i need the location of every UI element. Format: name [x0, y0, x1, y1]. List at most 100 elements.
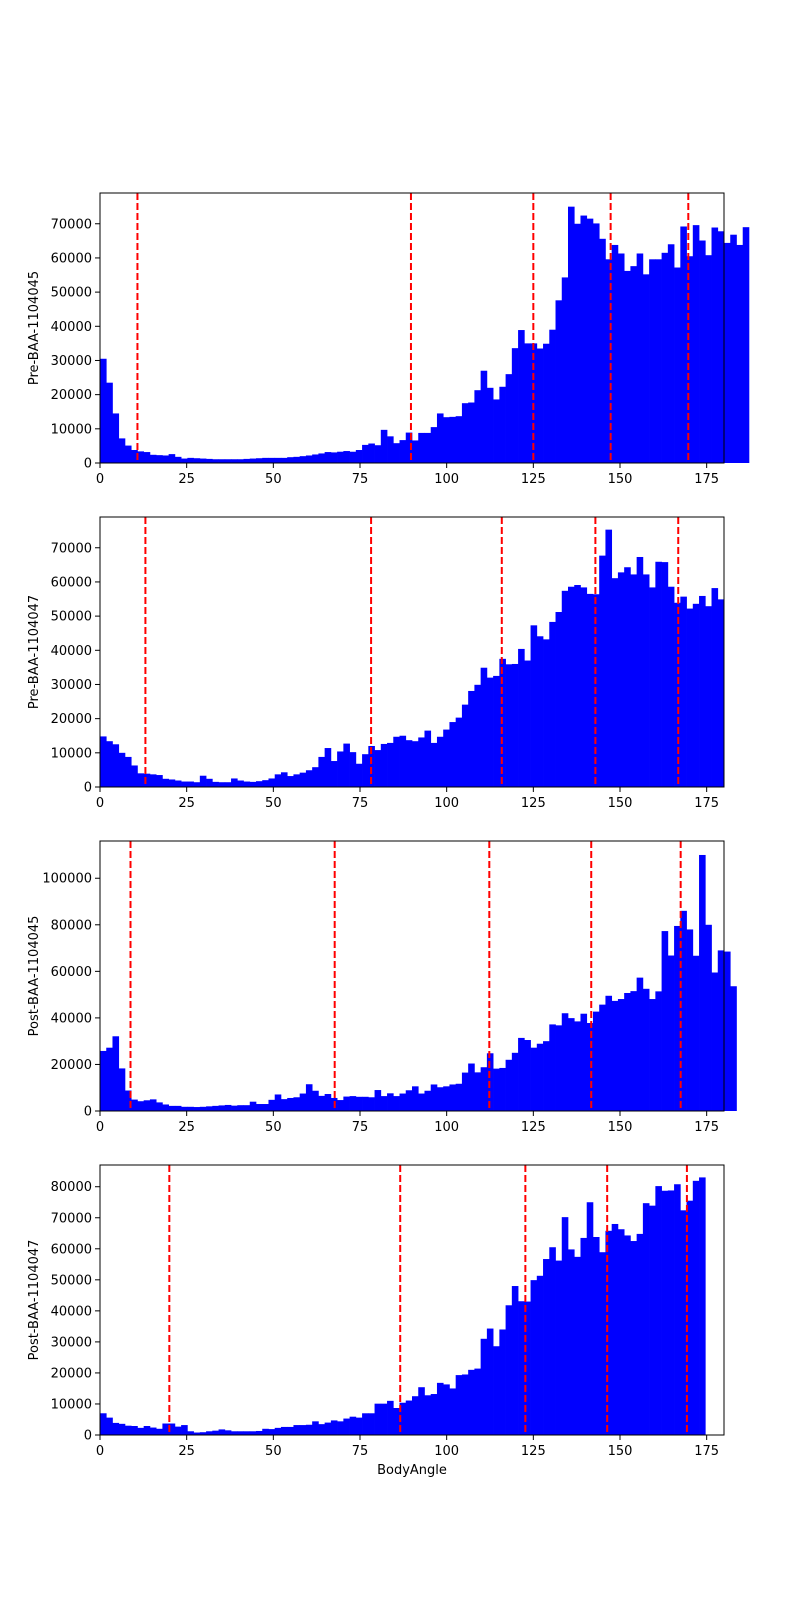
histogram-bar [611, 244, 619, 463]
y-tick-label: 0 [84, 781, 92, 796]
histogram-bar [405, 1090, 413, 1111]
histogram-bar [181, 1425, 188, 1435]
histogram-bar [243, 1105, 251, 1111]
plot-frame [99, 840, 725, 1112]
histogram-bar [655, 991, 662, 1111]
histogram-bar [106, 1047, 113, 1111]
histogram-bar [724, 242, 731, 463]
y-tick-label: 10000 [51, 422, 92, 437]
histogram-bar [543, 639, 550, 787]
histogram-bar [299, 1093, 307, 1111]
histogram-bar [312, 454, 319, 463]
histogram-bar [412, 741, 419, 787]
histogram-bar [206, 778, 213, 787]
histogram-bar [187, 457, 194, 463]
histogram-bar [611, 1223, 619, 1435]
histogram-bar [118, 438, 126, 463]
histogram-bar [574, 1256, 581, 1435]
histogram-bar [368, 745, 375, 787]
histogram-bar [168, 779, 176, 787]
histogram-bar [630, 991, 637, 1111]
histogram-bar [412, 1396, 419, 1435]
histogram-bar [468, 1369, 475, 1435]
histogram-bar [667, 1190, 675, 1435]
histogram-bar [630, 574, 637, 787]
histogram-bar [443, 1086, 450, 1111]
histogram-bar [212, 1105, 219, 1111]
histogram-bar [293, 456, 301, 463]
histogram-bar [268, 778, 276, 787]
y-tick-label: 40000 [51, 644, 92, 659]
x-tick-label: 150 [608, 1444, 633, 1459]
histogram-panel-2: 0 25 50 75 100 125 150 175 0 10000 20000 30000 40000… [27, 516, 725, 811]
y-tick-label: 70000 [51, 217, 92, 232]
histogram-bar [100, 358, 107, 463]
histogram-bar [168, 454, 176, 463]
histogram-bar [293, 774, 301, 787]
histogram-bar [312, 1421, 319, 1435]
histogram-bar [568, 1018, 575, 1111]
y-axis-label: Pre-BAA-1104047 [27, 595, 42, 709]
histogram-bar [674, 925, 681, 1111]
histogram-bar [699, 854, 706, 1111]
y-tick-label: 40000 [51, 1011, 92, 1026]
histogram-bar [380, 1403, 388, 1435]
histogram-bar [174, 780, 182, 787]
y-tick-label: 20000 [51, 712, 92, 727]
histogram-bar [436, 413, 444, 463]
histogram-bar [455, 1375, 463, 1435]
histogram-bar [505, 664, 513, 787]
histogram-bar [474, 1368, 481, 1435]
x-tick-label: 50 [265, 472, 282, 487]
histogram-bar [617, 999, 625, 1111]
histogram-bar [549, 1024, 556, 1111]
bars [100, 529, 725, 787]
x-tick-label: 25 [178, 796, 195, 811]
x-tick-label: 175 [694, 1120, 719, 1135]
histogram-bar [430, 427, 438, 463]
histogram-bar [312, 1090, 319, 1111]
histogram-bar [530, 1047, 538, 1111]
histogram-bar [586, 218, 594, 463]
histogram-bar [543, 1041, 550, 1111]
histogram-bar [237, 780, 244, 787]
plot-frame [99, 192, 725, 464]
histogram-bar [100, 1050, 107, 1111]
histogram-bar [455, 1083, 463, 1111]
histogram-bar [561, 590, 569, 787]
histogram-bar [605, 1230, 613, 1435]
histogram-bar [511, 1052, 519, 1111]
histogram-bar [480, 1067, 488, 1111]
x-tick-label: 75 [352, 796, 369, 811]
histogram-panel-1: 0 25 50 75 100 125 150 175 0 10000 20000 30000 40000… [27, 192, 750, 487]
histogram-bar [536, 1043, 544, 1111]
histogram-bar [680, 596, 687, 787]
histogram-bar [661, 252, 669, 463]
histogram-bar [262, 457, 269, 463]
histogram-bar [555, 1260, 563, 1435]
histogram-bar [374, 750, 382, 787]
histogram-bar [586, 593, 594, 787]
y-tick-label: 30000 [51, 1335, 92, 1350]
histogram-bar [717, 950, 725, 1111]
histogram-bar [692, 225, 700, 463]
histogram-bar [649, 1205, 656, 1435]
histogram-bar [243, 781, 251, 787]
histogram-bar [299, 456, 307, 463]
histogram-bar [124, 756, 132, 787]
histogram-bar [711, 588, 719, 787]
histogram-bar [493, 399, 500, 463]
histogram-bar [355, 450, 363, 463]
histogram-bar [199, 1106, 207, 1111]
histogram-bar [630, 266, 637, 463]
histogram-bar [143, 773, 151, 787]
histogram-bar [237, 1105, 244, 1111]
y-axis-label: Pre-BAA-1104045 [27, 271, 42, 385]
x-tick-label: 50 [265, 1120, 282, 1135]
histogram-bar [430, 1394, 438, 1435]
histogram-bar [137, 1427, 145, 1435]
x-tick-label: 125 [521, 796, 546, 811]
y-tick-label: 60000 [51, 251, 92, 266]
y-tick-label: 30000 [51, 354, 92, 369]
bars [100, 206, 750, 464]
